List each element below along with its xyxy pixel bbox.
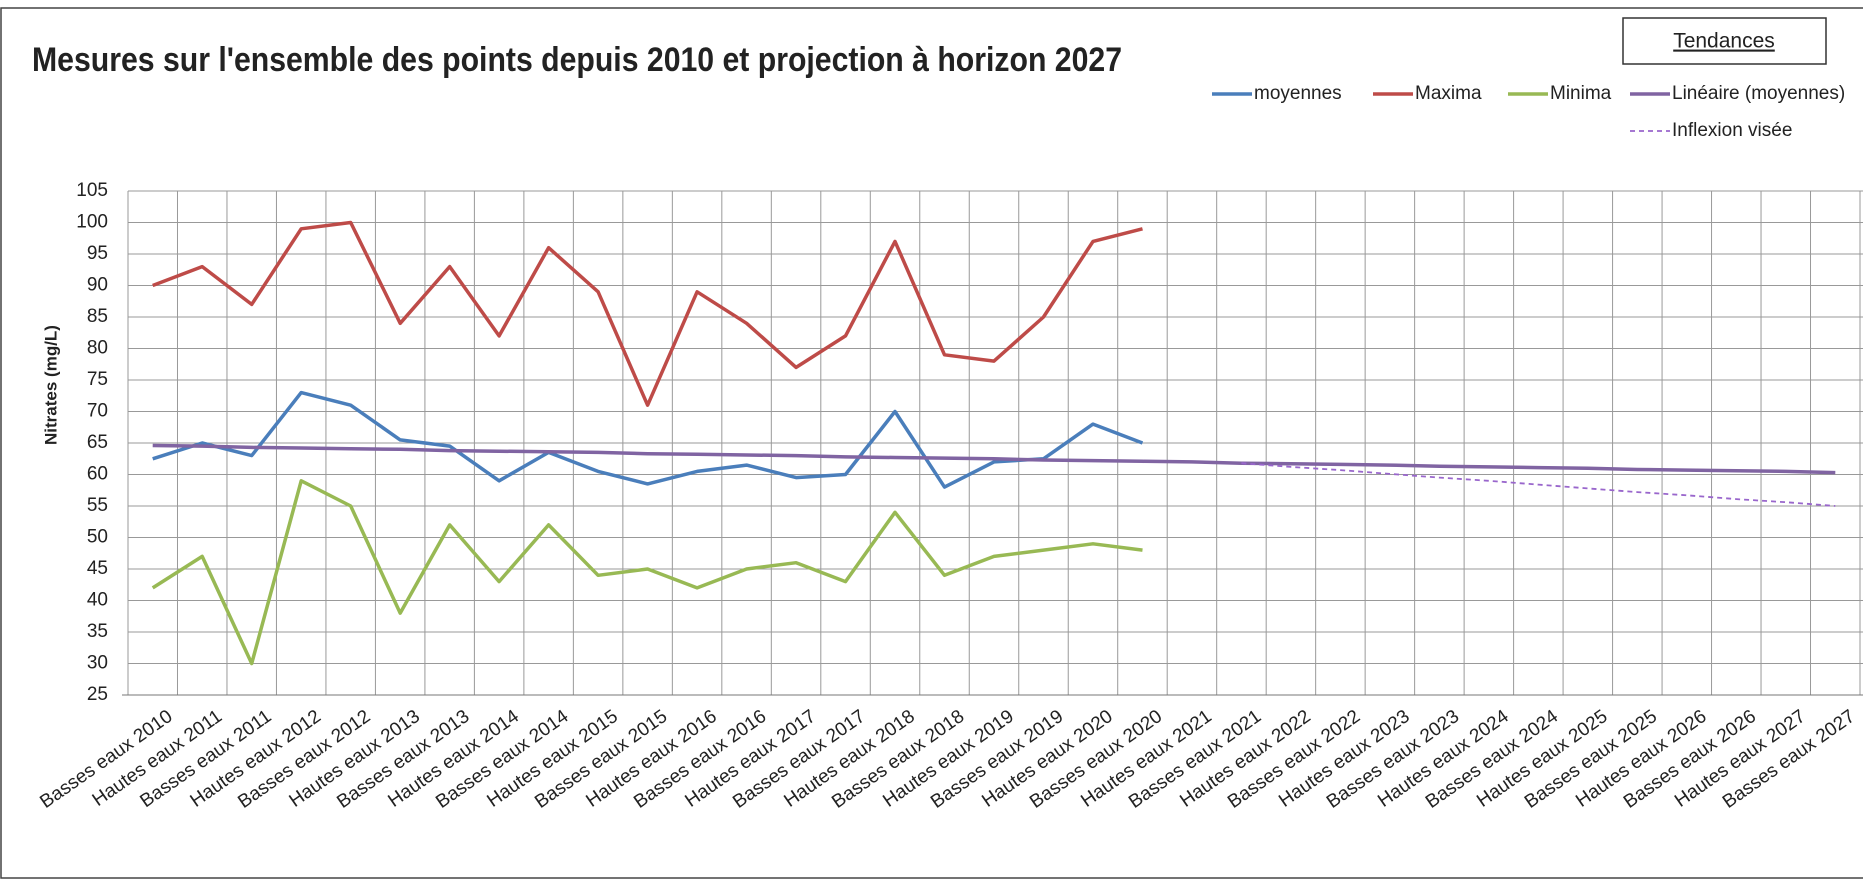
series-line xyxy=(151,479,1143,666)
y-tick-label: 90 xyxy=(87,275,108,296)
legend-label: moyennes xyxy=(1254,83,1342,104)
y-tick-label: 70 xyxy=(87,401,108,422)
y-tick-label: 105 xyxy=(76,180,108,201)
y-tick-label: 55 xyxy=(87,495,108,516)
y-tick-label: 45 xyxy=(87,558,108,579)
chart-frame xyxy=(0,7,1863,879)
y-tick-label: 80 xyxy=(87,338,108,359)
y-tick-label: 30 xyxy=(87,653,108,674)
y-tick-label: 60 xyxy=(87,464,108,485)
series-line xyxy=(1241,462,1836,507)
series-line xyxy=(152,220,1143,407)
y-tick-label: 100 xyxy=(76,212,108,233)
chart-title: Mesures sur l'ensemble des points depuis… xyxy=(32,41,1122,79)
y-tick-label: 35 xyxy=(87,621,108,642)
series-line xyxy=(152,390,1144,489)
legend-label: Maxima xyxy=(1415,83,1482,104)
legend-label: Inflexion visée xyxy=(1672,120,1792,141)
legend-label: Linéaire (moyennes) xyxy=(1672,83,1845,104)
series-line xyxy=(152,443,1836,475)
y-tick-label: 40 xyxy=(87,590,108,611)
legend-title-box xyxy=(1622,17,1827,65)
y-tick-label: 85 xyxy=(87,306,108,327)
y-tick-label: 75 xyxy=(87,369,108,390)
legend-label: Minima xyxy=(1550,83,1612,104)
y-tick-label: 25 xyxy=(87,684,108,705)
y-tick-label: 50 xyxy=(87,527,108,548)
y-tick-label: 95 xyxy=(87,243,108,264)
y-axis-label: Nitrates (mg/L) xyxy=(41,325,60,445)
y-tick-label: 65 xyxy=(87,432,108,453)
legend-title: Tendances xyxy=(1673,30,1775,53)
